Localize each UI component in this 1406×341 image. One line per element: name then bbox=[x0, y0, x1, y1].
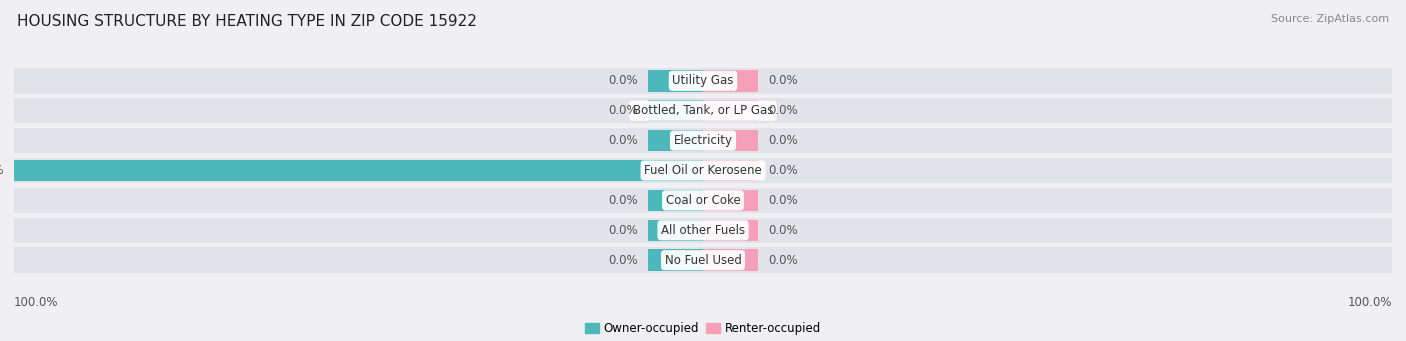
Bar bbox=[14, 158, 1392, 183]
Text: 0.0%: 0.0% bbox=[607, 224, 637, 237]
Bar bbox=[14, 188, 1392, 213]
Bar bbox=[648, 70, 703, 92]
Text: Source: ZipAtlas.com: Source: ZipAtlas.com bbox=[1271, 14, 1389, 24]
Text: 0.0%: 0.0% bbox=[769, 104, 799, 117]
Bar bbox=[14, 98, 1392, 123]
Bar bbox=[703, 130, 758, 151]
Text: 0.0%: 0.0% bbox=[769, 254, 799, 267]
Text: HOUSING STRUCTURE BY HEATING TYPE IN ZIP CODE 15922: HOUSING STRUCTURE BY HEATING TYPE IN ZIP… bbox=[17, 14, 477, 29]
Text: 0.0%: 0.0% bbox=[769, 164, 799, 177]
Text: Coal or Coke: Coal or Coke bbox=[665, 194, 741, 207]
Bar bbox=[14, 160, 703, 181]
Text: No Fuel Used: No Fuel Used bbox=[665, 254, 741, 267]
Bar bbox=[14, 68, 1392, 93]
Text: 0.0%: 0.0% bbox=[769, 74, 799, 87]
Text: 0.0%: 0.0% bbox=[607, 254, 637, 267]
Bar bbox=[648, 220, 703, 241]
Text: 0.0%: 0.0% bbox=[607, 194, 637, 207]
Bar bbox=[14, 128, 1392, 153]
Text: 0.0%: 0.0% bbox=[607, 104, 637, 117]
Text: 0.0%: 0.0% bbox=[607, 74, 637, 87]
Bar bbox=[648, 249, 703, 271]
Text: Utility Gas: Utility Gas bbox=[672, 74, 734, 87]
Bar bbox=[648, 130, 703, 151]
Text: 100.0%: 100.0% bbox=[1347, 296, 1392, 309]
Text: Electricity: Electricity bbox=[673, 134, 733, 147]
Bar bbox=[703, 220, 758, 241]
Text: Fuel Oil or Kerosene: Fuel Oil or Kerosene bbox=[644, 164, 762, 177]
Text: 0.0%: 0.0% bbox=[769, 224, 799, 237]
Bar bbox=[648, 100, 703, 121]
Bar bbox=[14, 248, 1392, 273]
Bar bbox=[703, 100, 758, 121]
Text: 0.0%: 0.0% bbox=[607, 134, 637, 147]
Text: 0.0%: 0.0% bbox=[769, 134, 799, 147]
Bar bbox=[703, 70, 758, 92]
Text: All other Fuels: All other Fuels bbox=[661, 224, 745, 237]
Text: 100.0%: 100.0% bbox=[0, 164, 4, 177]
Text: 0.0%: 0.0% bbox=[769, 194, 799, 207]
Bar bbox=[703, 160, 758, 181]
Text: 100.0%: 100.0% bbox=[14, 296, 59, 309]
Legend: Owner-occupied, Renter-occupied: Owner-occupied, Renter-occupied bbox=[585, 322, 821, 335]
Bar bbox=[703, 249, 758, 271]
Bar bbox=[14, 218, 1392, 243]
Bar bbox=[648, 190, 703, 211]
Bar bbox=[703, 190, 758, 211]
Text: Bottled, Tank, or LP Gas: Bottled, Tank, or LP Gas bbox=[633, 104, 773, 117]
